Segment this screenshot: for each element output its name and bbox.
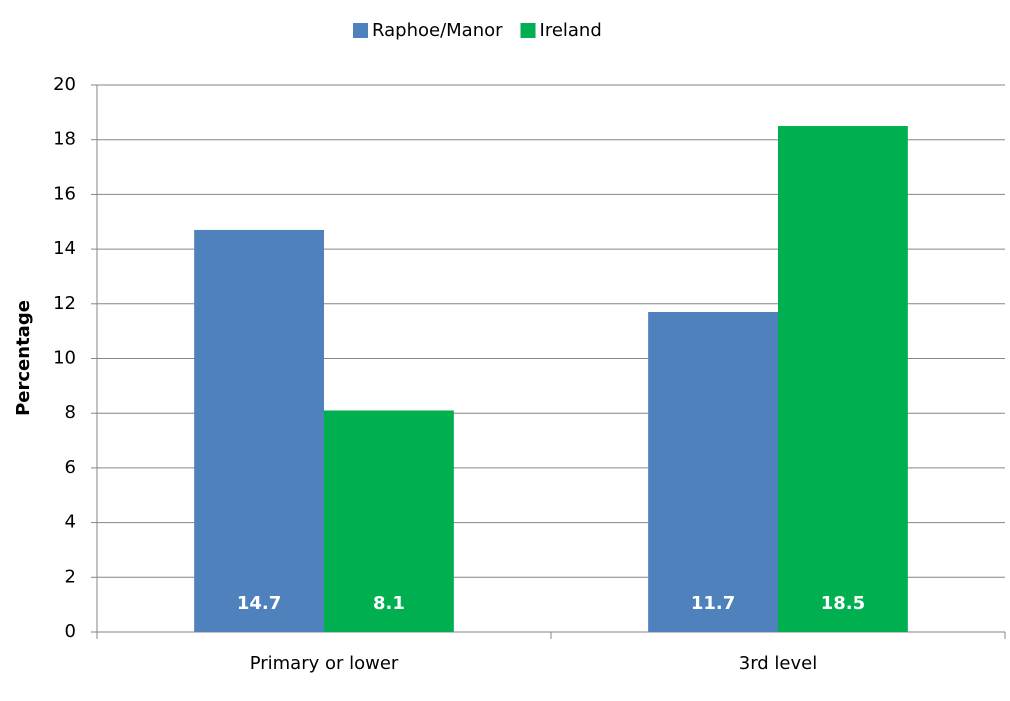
x-tick-label: Primary or lower [250,653,399,674]
legend-swatch [353,23,368,38]
y-tick-label: 0 [65,621,76,642]
y-tick-label: 10 [53,348,76,369]
bar [648,312,778,632]
y-tick-label: 16 [53,183,76,204]
y-tick-label: 14 [53,238,76,259]
y-tick-label: 6 [65,457,76,478]
data-label: 11.7 [691,593,735,614]
data-label: 18.5 [821,593,865,614]
bar [324,410,454,632]
data-label: 8.1 [373,593,405,614]
y-tick-label: 12 [53,293,76,314]
y-tick-label: 8 [65,402,76,423]
bar [194,229,324,632]
legend-swatch [520,23,536,38]
y-tick-label: 20 [53,74,76,95]
y-tick-label: 2 [65,566,76,587]
y-tick-label: 18 [53,129,76,150]
legend-label: Ireland [540,20,602,41]
data-label: 14.7 [237,593,281,614]
bar [778,126,908,633]
x-tick-label: 3rd level [739,653,818,674]
y-tick-label: 4 [65,512,76,533]
y-axis-label: Percentage [13,300,34,416]
legend-label: Raphoe/Manor [372,20,503,41]
